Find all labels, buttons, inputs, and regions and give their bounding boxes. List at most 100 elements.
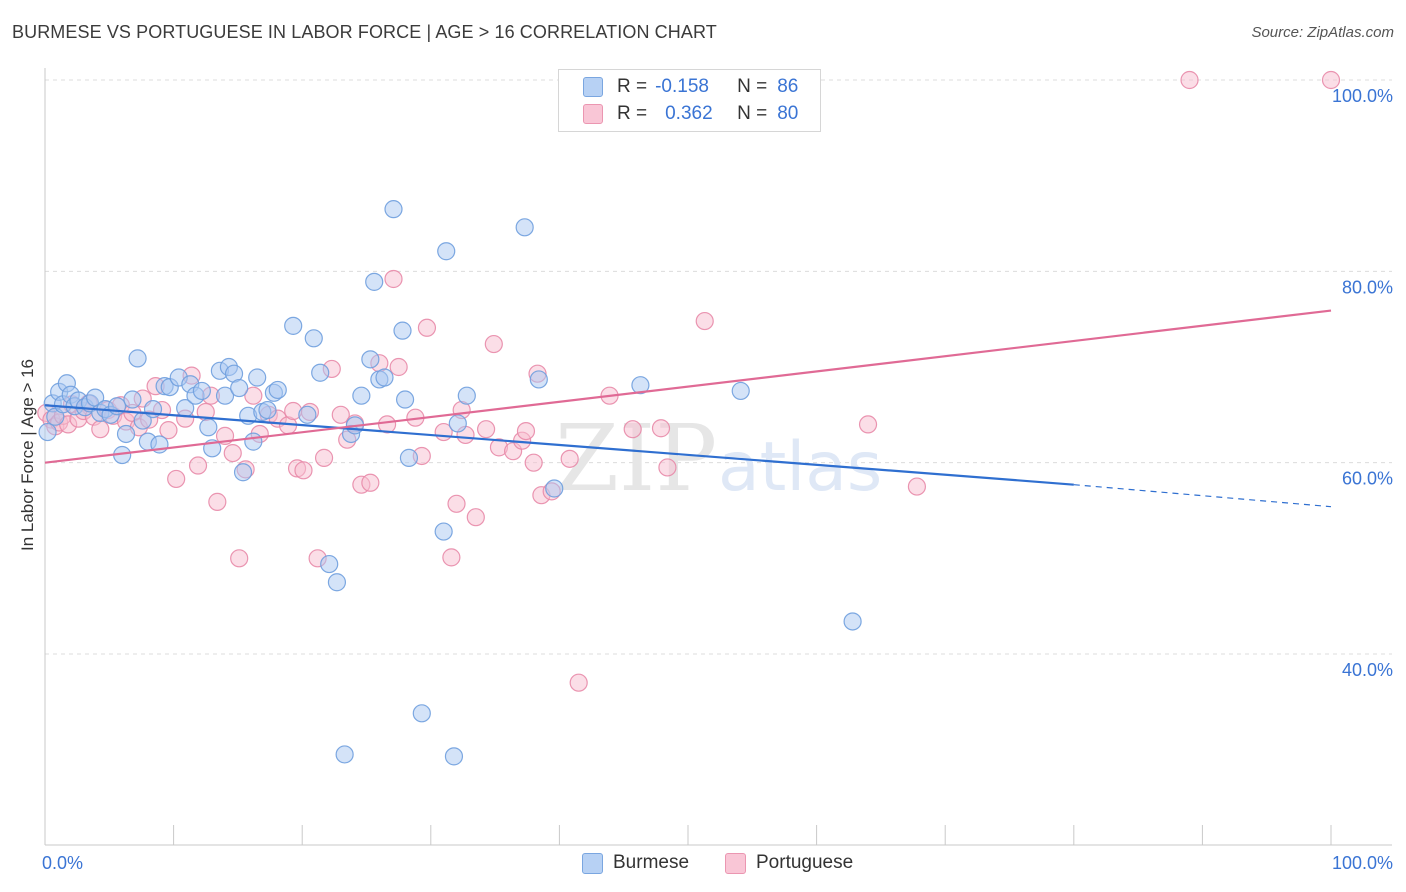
burmese-point-61 — [393, 321, 412, 340]
tick-labels: 40.0% 60.0% 80.0% 100.0% 0.0% 100.0% — [42, 86, 1393, 873]
burmese-point-48 — [304, 329, 323, 348]
y-tick-label-100: 100.0% — [1332, 86, 1393, 106]
portuguese-point-59 — [442, 548, 461, 567]
portuguese-point-41 — [294, 461, 313, 480]
burmese-point-18 — [123, 390, 142, 409]
bottom-burmese-swatch — [582, 852, 603, 874]
burmese-point-68 — [448, 414, 467, 433]
burmese-r-value: -0.158 — [655, 76, 709, 97]
burmese-trend-line — [44, 404, 1074, 486]
y-tick-label-80: 80.0% — [1342, 277, 1393, 297]
portuguese-point-79 — [658, 458, 677, 477]
portuguese-point-83 — [1180, 70, 1199, 90]
y-tick-label-60: 60.0% — [1342, 469, 1393, 489]
burmese-point-31 — [199, 418, 218, 437]
trend-lines — [44, 309, 1332, 508]
burmese-point-70 — [515, 218, 534, 237]
burmese-point-57 — [365, 272, 384, 291]
portuguese-n-label: N = — [737, 103, 768, 124]
portuguese-point-63 — [466, 508, 485, 527]
burmese-trend-extension — [1073, 484, 1332, 508]
portuguese-point-54 — [389, 357, 408, 377]
portuguese-point-46 — [331, 405, 350, 424]
portuguese-point-80 — [695, 311, 714, 331]
portuguese-point-31 — [223, 444, 242, 463]
burmese-point-56 — [361, 350, 380, 369]
burmese-point-30 — [192, 381, 211, 401]
bottom-legend-burmese: Burmese — [582, 852, 689, 874]
portuguese-n-value: 80 — [777, 103, 799, 124]
portuguese-r-label: R = — [617, 103, 648, 124]
burmese-point-67 — [444, 747, 464, 766]
burmese-point-62 — [395, 390, 415, 409]
legend-row-burmese: R = -0.158 N = 86 — [583, 76, 798, 98]
burmese-point-64 — [412, 704, 431, 723]
burmese-points — [38, 200, 862, 766]
burmese-point-60 — [384, 200, 403, 219]
portuguese-point-78 — [651, 419, 671, 438]
correlation-legend: R = -0.158 N = 86 R = 0.362 N = 80 — [558, 69, 821, 132]
portuguese-point-29 — [208, 492, 227, 511]
portuguese-swatch — [583, 104, 603, 124]
burmese-point-72 — [545, 479, 564, 498]
portuguese-point-57 — [417, 318, 437, 337]
bottom-legend-portuguese: Portuguese — [725, 852, 853, 874]
burmese-point-73 — [631, 376, 650, 395]
portuguese-point-53 — [384, 269, 403, 289]
portuguese-point-60 — [447, 494, 466, 513]
y-tick-label-40: 40.0% — [1342, 660, 1393, 680]
portuguese-point-23 — [167, 469, 186, 489]
bottom-portuguese-swatch — [725, 852, 746, 874]
burmese-point-66 — [437, 242, 456, 261]
portuguese-point-34 — [244, 386, 263, 405]
source-label: Source: ZipAtlas.com — [1251, 24, 1394, 41]
bottom-burmese-label: Burmese — [613, 852, 690, 873]
x-tick-label-0: 0.0% — [42, 853, 83, 873]
portuguese-point-65 — [484, 334, 503, 354]
burmese-point-59 — [375, 368, 394, 387]
burmese-point-19 — [128, 349, 147, 368]
burmese-point-50 — [320, 554, 339, 574]
chart-title: BURMESE VS PORTUGUESE IN LABOR FORCE | A… — [12, 22, 717, 42]
portuguese-point-69 — [516, 421, 536, 441]
axes — [44, 68, 1392, 846]
watermark: ZIP atlas — [555, 405, 882, 512]
burmese-point-40 — [244, 432, 263, 451]
portuguese-point-22 — [159, 421, 178, 440]
burmese-point-63 — [399, 448, 419, 467]
portuguese-point-70 — [524, 453, 543, 472]
burmese-point-51 — [327, 573, 347, 592]
burmese-point-65 — [434, 522, 453, 541]
burmese-point-38 — [233, 463, 253, 482]
portuguese-point-82 — [907, 477, 927, 496]
portuguese-point-64 — [476, 420, 496, 439]
burmese-point-45 — [268, 380, 287, 400]
y-axis-label: In Labor Force | Age > 16 — [18, 358, 37, 552]
burmese-point-69 — [457, 386, 476, 405]
portuguese-point-52 — [377, 415, 397, 434]
portuguese-point-81 — [858, 415, 878, 434]
gridlines — [45, 79, 1392, 655]
portuguese-point-50 — [361, 473, 380, 492]
burmese-r-label: R = — [617, 76, 648, 97]
bottom-portuguese-label: Portuguese — [756, 852, 854, 873]
portuguese-point-32 — [230, 549, 249, 568]
x-tick-label-100: 100.0% — [1332, 853, 1393, 873]
burmese-n-label: N = — [737, 76, 768, 97]
burmese-point-55 — [352, 386, 371, 405]
portuguese-point-77 — [623, 420, 642, 439]
portuguese-point-84 — [1321, 70, 1341, 90]
portuguese-point-75 — [569, 673, 588, 692]
burmese-point-71 — [529, 370, 548, 389]
burmese-point-46 — [284, 316, 303, 335]
burmese-point-17 — [116, 424, 136, 444]
burmese-point-37 — [230, 378, 249, 398]
burmese-swatch — [583, 77, 603, 97]
burmese-point-49 — [311, 363, 330, 382]
portuguese-point-11 — [91, 420, 110, 439]
legend-row-portuguese: R = 0.362 N = 80 — [583, 103, 798, 125]
burmese-point-47 — [298, 405, 317, 424]
burmese-point-34 — [215, 386, 235, 405]
portuguese-trend-line — [44, 309, 1332, 464]
